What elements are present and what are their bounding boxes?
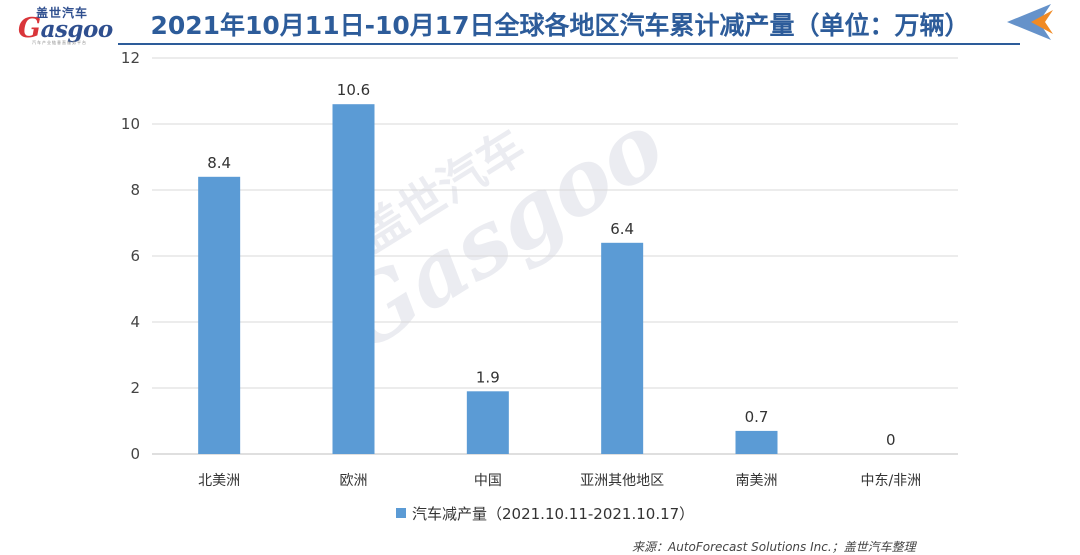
y-tick-label: 10 xyxy=(121,115,140,133)
y-tick-label: 6 xyxy=(130,247,140,265)
x-tick-label: 北美洲 xyxy=(198,473,240,489)
bar xyxy=(601,242,644,454)
source-note: 来源：AutoForecast Solutions Inc.；盖世汽车整理 xyxy=(632,540,916,554)
data-label: 0.7 xyxy=(745,408,769,426)
gasgoo-logo: 盖世汽车 Gasgoo 汽车产业链垂直服务平台 xyxy=(14,4,114,46)
y-tick-label: 12 xyxy=(121,49,140,67)
x-axis: 北美洲 欧洲 中国 亚洲其他地区 南美洲 中东/非洲 xyxy=(198,473,921,489)
page-title: 2021年10月11日-10月17日全球各地区汽车累计减产量（单位：万辆） xyxy=(150,11,970,40)
data-label: 8.4 xyxy=(207,154,231,172)
gridlines xyxy=(152,57,958,455)
arrow-left-icon-blue xyxy=(1007,4,1051,40)
bar xyxy=(466,391,509,454)
header: 盖世汽车 Gasgoo 汽车产业链垂直服务平台 2021年10月11日-10月1… xyxy=(0,0,1080,48)
x-tick-label: 南美洲 xyxy=(736,473,778,489)
bar xyxy=(332,104,375,454)
legend-label: 汽车减产量（2021.10.11-2021.10.17） xyxy=(412,505,695,523)
x-tick-label: 中东/非洲 xyxy=(860,473,921,489)
bar xyxy=(735,430,778,454)
data-label: 1.9 xyxy=(476,368,500,386)
legend-swatch xyxy=(396,508,406,518)
data-labels: 8.4 10.6 1.9 6.4 0.7 0 xyxy=(207,81,895,449)
data-label: 0 xyxy=(886,431,896,449)
arrow-left-icon[interactable] xyxy=(1005,2,1055,42)
x-tick-label: 中国 xyxy=(474,473,502,489)
y-axis: 0 2 4 6 8 10 12 xyxy=(121,49,140,463)
bars xyxy=(198,104,778,455)
logo-en-rest: asgoo xyxy=(40,16,114,43)
y-tick-label: 8 xyxy=(130,181,140,199)
logo-cn-text: 盖世汽车 xyxy=(36,6,89,20)
data-label: 6.4 xyxy=(610,220,634,238)
y-tick-label: 2 xyxy=(130,379,140,397)
logo-en-text: Gasgoo xyxy=(18,13,113,44)
title-divider xyxy=(118,43,1020,45)
y-tick-label: 4 xyxy=(130,313,140,331)
logo-en-initial: G xyxy=(18,13,41,44)
x-tick-label: 亚洲其他地区 xyxy=(580,473,664,489)
y-tick-label: 0 xyxy=(130,445,140,463)
data-label: 10.6 xyxy=(337,81,370,99)
logo-tagline: 汽车产业链垂直服务平台 xyxy=(32,40,87,45)
bar xyxy=(198,176,241,455)
x-tick-label: 欧洲 xyxy=(340,473,368,489)
arrow-left-icon-orange xyxy=(1031,10,1053,34)
